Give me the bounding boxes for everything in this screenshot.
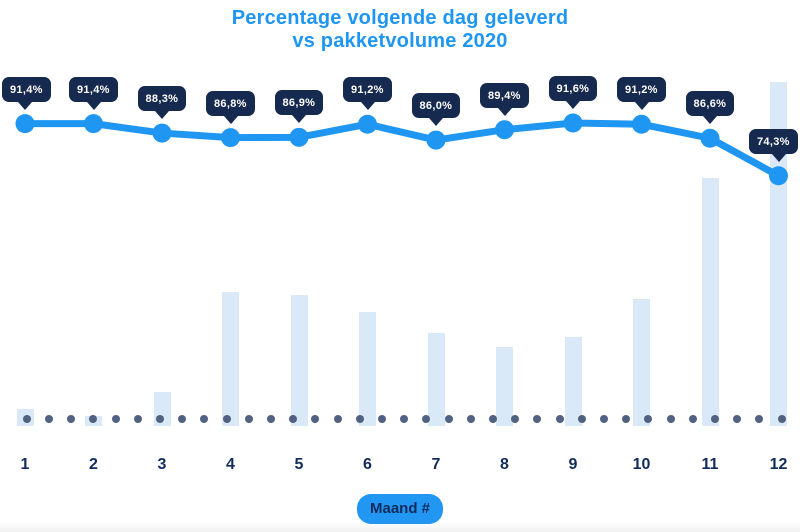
- baseline-dot: [266, 415, 275, 423]
- data-point: [495, 120, 514, 140]
- value-label: 91,6%: [548, 76, 598, 101]
- x-axis-label: 12: [769, 456, 788, 473]
- baseline-dot: [155, 415, 164, 423]
- x-axis-label: 11: [701, 456, 719, 473]
- baseline-dot: [222, 415, 231, 423]
- volume-bar: [701, 178, 719, 426]
- baseline-dot: [777, 415, 786, 423]
- value-label: 86,8%: [206, 90, 255, 116]
- baseline-dot: [67, 415, 76, 423]
- x-axis-label: 8: [500, 456, 509, 473]
- baseline-dot: [377, 415, 386, 423]
- baseline-dot: [577, 415, 586, 423]
- value-label: 88,3%: [137, 86, 187, 112]
- value-label: 86,6%: [685, 91, 735, 117]
- value-label: 91,2%: [343, 77, 392, 103]
- baseline-dot: [355, 415, 364, 423]
- data-point: [632, 114, 651, 134]
- value-label: 86,0%: [411, 93, 461, 119]
- baseline-dot: [533, 415, 542, 423]
- data-point: [358, 114, 377, 134]
- baseline-dot: [89, 415, 98, 423]
- x-axis-title-badge: Maand #: [356, 494, 444, 524]
- volume-bar: [496, 346, 513, 426]
- baseline-dot: [733, 415, 742, 423]
- volume-bar: [427, 333, 445, 426]
- x-axis-label: 9: [568, 456, 578, 473]
- baseline-dot: [555, 415, 564, 423]
- data-point: [84, 114, 103, 134]
- baseline-dot: [422, 415, 431, 423]
- x-axis-label: 7: [431, 456, 441, 473]
- baseline-dot: [488, 415, 497, 423]
- data-point: [426, 130, 446, 150]
- baseline-dot: [666, 415, 675, 423]
- x-axis-label: 4: [226, 456, 235, 473]
- x-axis-label: 10: [632, 456, 651, 473]
- baseline-dot: [22, 415, 31, 423]
- baseline-dot: [644, 415, 653, 423]
- baseline-dot: [200, 415, 209, 423]
- baseline-dot: [311, 415, 320, 423]
- baseline-dot: [111, 415, 120, 423]
- baseline-dot: [178, 415, 187, 423]
- value-label: 91,2%: [617, 77, 666, 103]
- baseline-dot: [466, 415, 475, 423]
- bottom-edge-strip: [0, 523, 800, 532]
- data-point: [221, 128, 240, 148]
- baseline-dot: [333, 415, 342, 423]
- baseline-dot: [511, 415, 520, 423]
- value-label: 91,4%: [69, 76, 118, 102]
- x-axis-label: 1: [20, 456, 30, 473]
- baseline-dot: [755, 415, 764, 423]
- baseline-dot: [289, 415, 298, 423]
- volume-bar: [564, 336, 582, 426]
- baseline-dot: [688, 415, 697, 423]
- baseline-dot: [710, 415, 719, 423]
- value-label: 86,9%: [274, 90, 324, 116]
- x-axis-label: 2: [89, 456, 98, 473]
- data-point: [15, 114, 35, 134]
- x-axis-label: 6: [363, 456, 372, 473]
- trend-line: [21, 119, 782, 180]
- chart-title-line2: vs pakketvolume 2020: [292, 30, 508, 52]
- chart-title-line1: Percentage volgende dag geleverd: [231, 7, 569, 29]
- data-point: [289, 127, 309, 147]
- baseline-dot: [400, 415, 409, 423]
- value-label: 91,4%: [2, 76, 51, 102]
- volume-bar: [222, 291, 239, 426]
- volume-bar: [633, 298, 650, 426]
- baseline-dot: [244, 415, 253, 423]
- volume-bar: [359, 312, 376, 426]
- x-axis-label: 3: [157, 456, 167, 473]
- x-axis-label: 5: [294, 456, 304, 473]
- baseline-dot: [44, 415, 53, 423]
- chart-title: Percentage volgende dag geleverd vs pakk…: [0, 7, 800, 53]
- baseline-dot: [133, 415, 142, 423]
- data-point: [152, 123, 172, 143]
- baseline-dot: [444, 415, 453, 423]
- baseline-dot: [599, 415, 608, 423]
- volume-bar: [290, 295, 308, 426]
- value-label: 89,4%: [480, 82, 529, 108]
- baseline-dot: [622, 415, 631, 423]
- data-point: [700, 128, 720, 148]
- value-label: 74,3%: [749, 128, 798, 154]
- data-point: [563, 113, 583, 133]
